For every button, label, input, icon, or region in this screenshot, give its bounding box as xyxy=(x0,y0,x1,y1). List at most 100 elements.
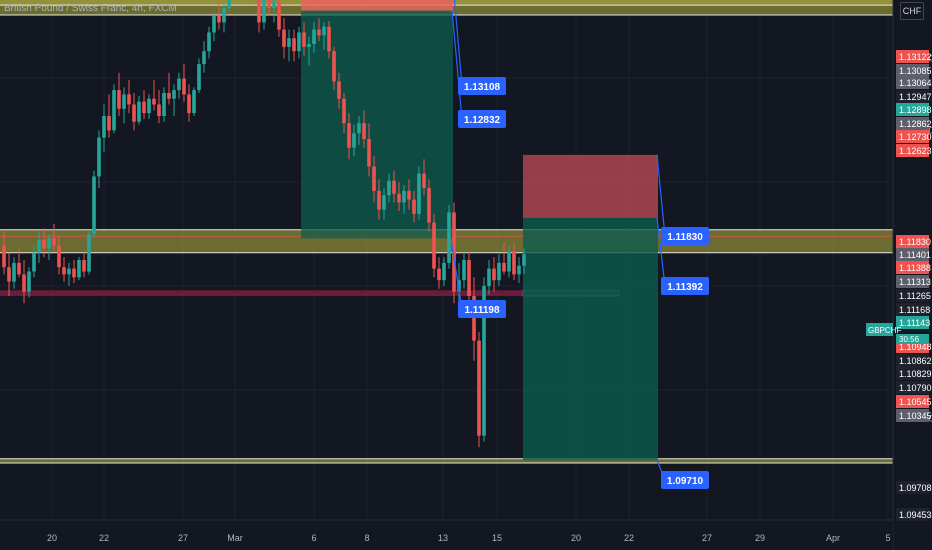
candle-body xyxy=(407,190,411,200)
price-label-bg xyxy=(896,248,929,261)
candle-body xyxy=(72,268,76,278)
callout-label: 1.09710 xyxy=(667,476,704,487)
candle-body xyxy=(517,265,521,275)
candle-body xyxy=(32,252,36,272)
price-label-bg xyxy=(896,316,929,329)
callout-label: 1.11392 xyxy=(667,282,703,293)
candle-body xyxy=(157,104,161,116)
candle-body xyxy=(177,78,181,91)
price-label-bg xyxy=(896,508,929,521)
price-label-bg xyxy=(896,130,929,143)
candle-body xyxy=(362,123,366,140)
x-tick-label: 6 xyxy=(311,533,316,543)
candle-body xyxy=(412,199,416,214)
candle-body xyxy=(472,296,476,341)
price-label-bg xyxy=(896,64,929,77)
candle-body xyxy=(207,32,211,52)
candle-body xyxy=(307,44,311,47)
candle-body xyxy=(82,260,86,272)
candle-body xyxy=(37,239,41,253)
price-label: 1.12898 xyxy=(899,105,932,115)
currency-button[interactable]: CHF xyxy=(900,2,924,20)
candle-body xyxy=(87,234,91,272)
x-tick-label: 27 xyxy=(702,533,712,543)
price-label: 1.11313 xyxy=(899,277,931,287)
candle-body xyxy=(117,90,121,109)
price-label: 1.11401 xyxy=(899,250,931,260)
x-tick-label: 8 xyxy=(364,533,369,543)
price-label: 1.11143 xyxy=(899,318,930,328)
x-tick-label: 22 xyxy=(624,533,634,543)
time-axis: 20 22 27 Mar 6 8 13 15 20 22 27 29 Apr 5 xyxy=(0,519,893,550)
candle-body xyxy=(227,0,231,8)
candle-body xyxy=(172,90,176,99)
price-label: 1.10545 xyxy=(899,397,932,407)
candle-body xyxy=(92,176,96,235)
candle-body xyxy=(292,38,296,52)
short-2-target-box xyxy=(523,217,658,461)
callout-connector xyxy=(656,154,666,237)
candle-body xyxy=(492,268,496,281)
symbol-tag: GBPCHF xyxy=(868,326,901,335)
candle-body xyxy=(22,274,26,292)
candle-body xyxy=(107,116,111,131)
candle-body xyxy=(182,78,186,95)
candle-body xyxy=(347,123,351,148)
candle-body xyxy=(437,268,441,281)
price-label: 1.11830 xyxy=(899,237,931,247)
price-label-bg xyxy=(896,303,929,316)
x-tick-label: Apr xyxy=(826,533,840,543)
short-1-stop-box xyxy=(301,0,453,11)
price-label-bg xyxy=(896,50,929,63)
candle-body xyxy=(462,260,466,281)
candle-body xyxy=(337,81,341,99)
price-label: 1.10345 xyxy=(899,411,932,421)
x-tick-label: Mar xyxy=(227,533,243,543)
price-label-bg xyxy=(896,261,929,274)
candle-body xyxy=(352,133,356,148)
price-label: 1.13122 xyxy=(899,52,932,62)
price-label-bg xyxy=(896,90,929,103)
red-demand-zone xyxy=(0,290,523,296)
candle-body xyxy=(42,239,46,249)
price-axis: 1.125001.120001.100001.131221.130851.130… xyxy=(866,0,932,550)
price-label: 1.11168 xyxy=(899,305,930,315)
candle-body xyxy=(357,123,361,134)
callout-connector xyxy=(451,10,463,120)
candle-body xyxy=(272,0,276,8)
candles xyxy=(2,0,526,448)
x-tick-label: 20 xyxy=(47,533,57,543)
candle-body xyxy=(342,98,346,124)
zone-2 xyxy=(0,458,893,464)
price-label: 1.11388 xyxy=(899,263,931,273)
candle-body xyxy=(122,94,126,109)
callout-label: 1.13108 xyxy=(464,82,501,93)
candle-body xyxy=(202,51,206,65)
candle-body xyxy=(147,98,151,114)
candle-body xyxy=(487,268,491,286)
candle-body xyxy=(187,94,191,114)
candle-body xyxy=(467,260,471,296)
price-label-bg xyxy=(896,395,929,408)
callout-box xyxy=(458,77,506,95)
callout-label: 1.11198 xyxy=(464,305,499,316)
candle-body xyxy=(422,173,426,188)
price-label-bg xyxy=(896,144,929,157)
price-label-bg xyxy=(896,103,929,116)
price-label-bg xyxy=(896,117,929,130)
candle-body xyxy=(507,251,511,272)
candle-body xyxy=(497,262,501,281)
price-label: 1.10862 xyxy=(899,356,932,366)
candle-body xyxy=(277,0,281,30)
candle-body xyxy=(482,285,486,436)
candle-body xyxy=(477,340,481,436)
symbol-tag-bg xyxy=(866,323,893,336)
price-label-bg xyxy=(896,235,929,248)
candle-body xyxy=(132,104,136,122)
price-callouts: 1.13108 1.12832 1.11198 1.11830 1.11392 1.097… xyxy=(451,0,709,489)
callout-box xyxy=(661,227,709,245)
candle-body xyxy=(522,254,526,266)
candle-body xyxy=(212,15,216,33)
candle-body xyxy=(142,101,146,114)
